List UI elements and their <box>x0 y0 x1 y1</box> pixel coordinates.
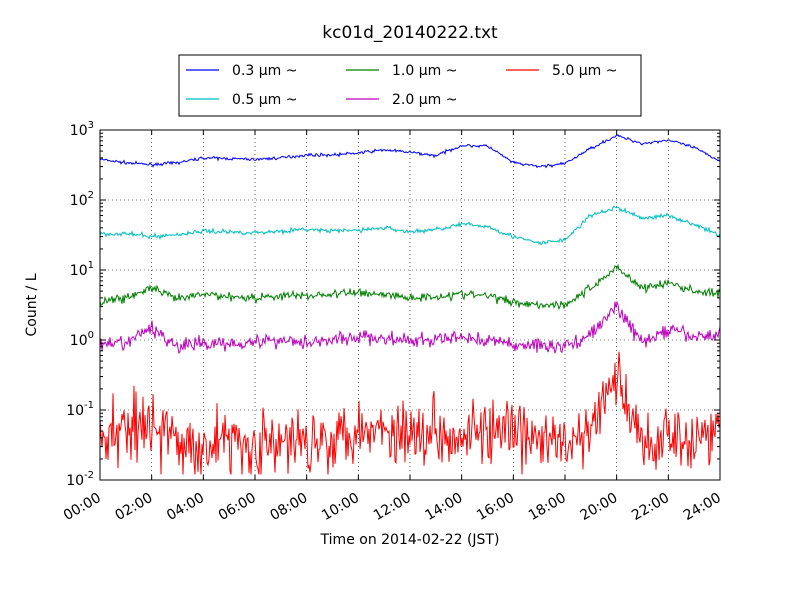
series-line <box>99 205 721 246</box>
y-tick-label: 102 <box>70 190 94 209</box>
y-tick-label: 101 <box>70 260 94 279</box>
y-tick-label: 100 <box>70 330 94 349</box>
y-tick-label: 10-1 <box>66 400 94 419</box>
series-line <box>99 263 721 311</box>
x-axis-label: Time on 2014-02-22 (JST) <box>320 532 500 548</box>
series-line <box>99 351 721 475</box>
legend: 0.3 μm ~ 0.5 μm ~ 1.0 μm ~ 2.0 μm ~ 5.0 μm ~ <box>178 54 642 117</box>
legend-label: 2.0 μm ~ <box>392 92 457 108</box>
y-tick-label: 103 <box>70 120 94 139</box>
legend-box <box>178 54 642 117</box>
legend-label: 0.5 μm ~ <box>232 92 297 108</box>
grid-layer <box>100 130 720 480</box>
series-line <box>99 300 721 354</box>
chart-title: kc01d_20140222.txt <box>322 23 498 43</box>
legend-label: 1.0 μm ~ <box>392 63 457 79</box>
legend-label: 0.3 μm ~ <box>232 63 297 79</box>
series-layer <box>99 134 721 475</box>
legend-label: 5.0 μm ~ <box>552 63 617 79</box>
y-tick-label: 10-2 <box>66 470 94 489</box>
y-axis-label: Count / L <box>24 273 40 336</box>
series-line <box>99 134 721 169</box>
